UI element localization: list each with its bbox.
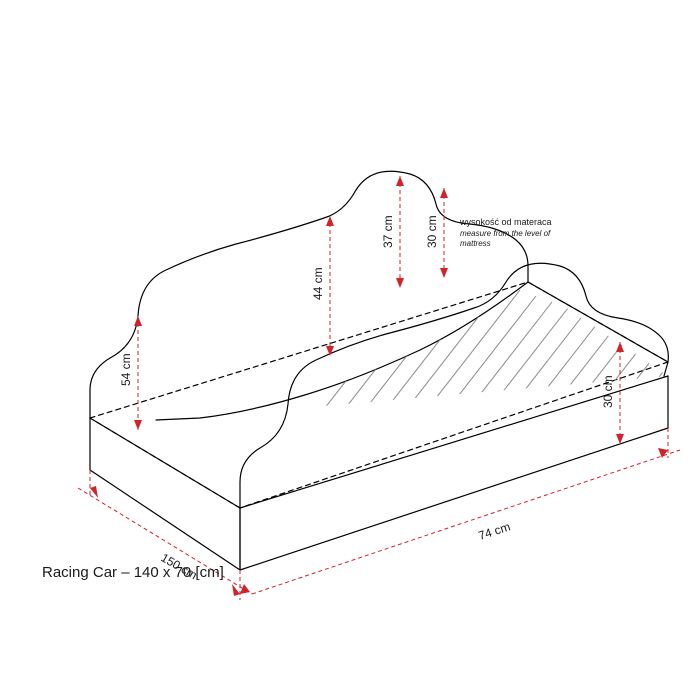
- note-pl: wysokość od materaca: [459, 217, 552, 227]
- dim-total-height: 54 cm: [119, 353, 133, 386]
- slats-hatching: [300, 260, 696, 536]
- dimension-lines: [78, 176, 680, 600]
- dim-37: 37 cm: [381, 215, 395, 248]
- dim-inner-height: 44 cm: [311, 267, 325, 300]
- dim-width: 74 cm: [477, 519, 512, 542]
- dim-30a: 30 cm: [425, 215, 439, 248]
- diagram-canvas: 150 cm 74 cm 54 cm 44 cm 37 cm 30 cm 30 …: [0, 0, 700, 700]
- note-en-1: measure from the level of: [460, 229, 551, 238]
- caption: Racing Car – 140 x 70 [cm]: [42, 564, 224, 581]
- diagram-svg: 150 cm 74 cm 54 cm 44 cm 37 cm 30 cm 30 …: [0, 0, 700, 700]
- note-en-2: mattress: [460, 239, 491, 248]
- dimension-arrows: [90, 176, 668, 596]
- dim-side-30: 30 cm: [601, 375, 615, 408]
